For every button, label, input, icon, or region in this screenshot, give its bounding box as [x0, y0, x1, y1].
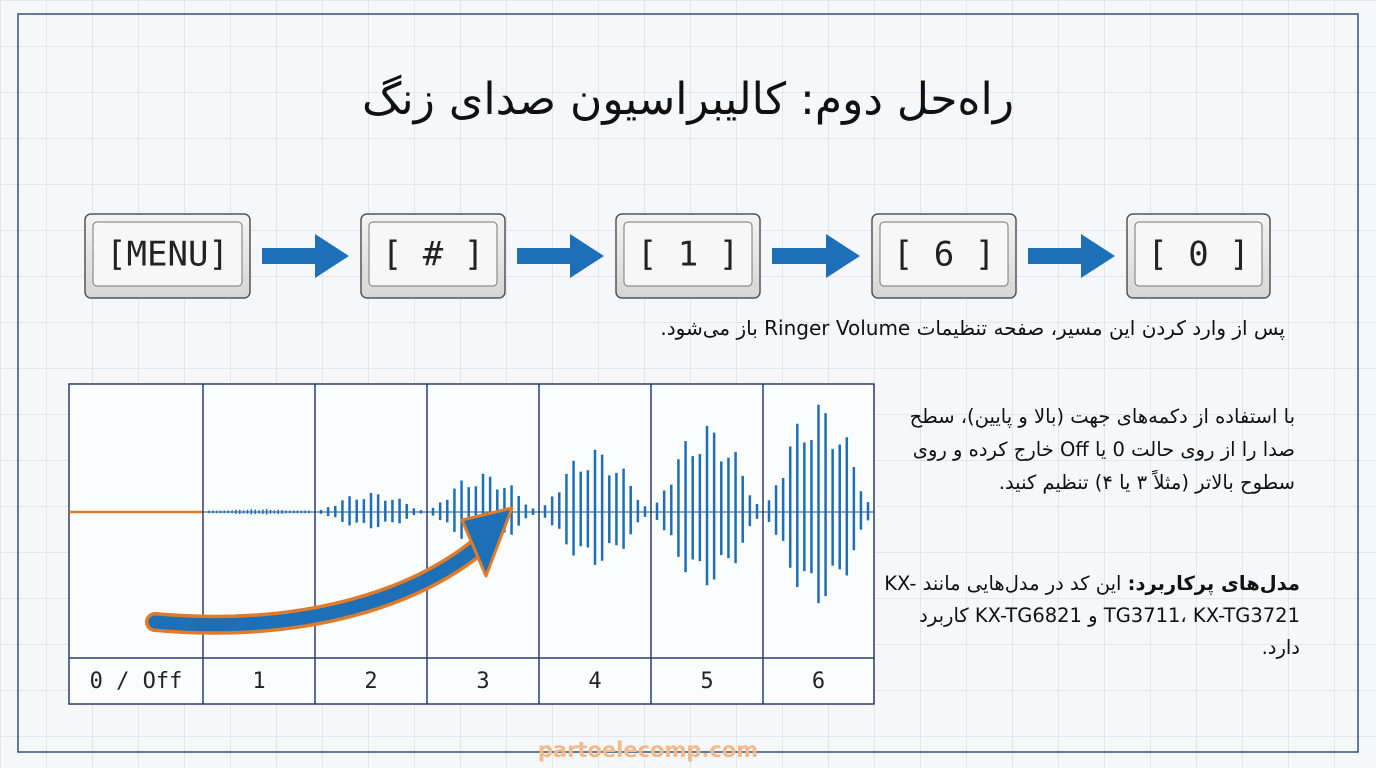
level-label: 4	[588, 669, 601, 694]
key-label: [ 6 ]	[893, 235, 995, 275]
key-row: [MENU] [ # ] [ 1 ] [ 6 ] [ 0 ]	[84, 213, 1271, 299]
key-label: [MENU]	[106, 235, 229, 275]
level-label: 0 / Off	[90, 669, 183, 694]
key-label: [ # ]	[382, 235, 484, 275]
instruction: با استفاده از دکمه‌های جهت (بالا و پایین…	[909, 405, 1295, 494]
level-label: 2	[364, 669, 377, 694]
key-face	[879, 221, 1009, 287]
frame	[17, 13, 1359, 753]
level-label: 1	[252, 669, 265, 694]
title: راه‌حل دوم: کالیبراسیون صدای زنگ	[362, 74, 1014, 125]
key-face	[92, 221, 243, 287]
key-face	[623, 221, 753, 287]
level-label: 6	[812, 669, 825, 694]
models-text: این کد در مدل‌هایی مانند KX-TG3711، KX-T…	[884, 572, 1300, 659]
models-note: مدل‌های پرکاربرد: این کد در مدل‌هایی مان…	[880, 568, 1300, 664]
arrow	[262, 234, 349, 278]
waveforms	[208, 404, 870, 604]
level-label: 5	[700, 669, 713, 694]
key-label: [ 0 ]	[1147, 235, 1249, 275]
level-label: 3	[476, 669, 489, 694]
key-face	[368, 221, 498, 287]
key-face	[1134, 221, 1263, 287]
curve-arrow-head	[460, 506, 514, 578]
key-label: [ 1 ]	[637, 235, 739, 275]
models-label: مدل‌های پرکاربرد:	[1127, 572, 1300, 595]
arrow	[772, 234, 860, 278]
watermark: partoelecomp.com	[537, 738, 759, 762]
arrow	[1028, 234, 1115, 278]
curve-arrow	[148, 531, 495, 632]
caption: پس از وارد کردن این مسیر، صفحه تنظیمات R…	[660, 316, 1285, 340]
arrow	[517, 234, 604, 278]
